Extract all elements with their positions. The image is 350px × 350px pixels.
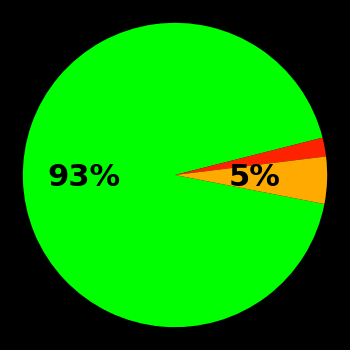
Wedge shape [175,138,326,175]
Text: 93%: 93% [47,163,120,192]
Wedge shape [175,156,327,204]
Text: 5%: 5% [228,163,280,192]
Wedge shape [23,23,324,327]
